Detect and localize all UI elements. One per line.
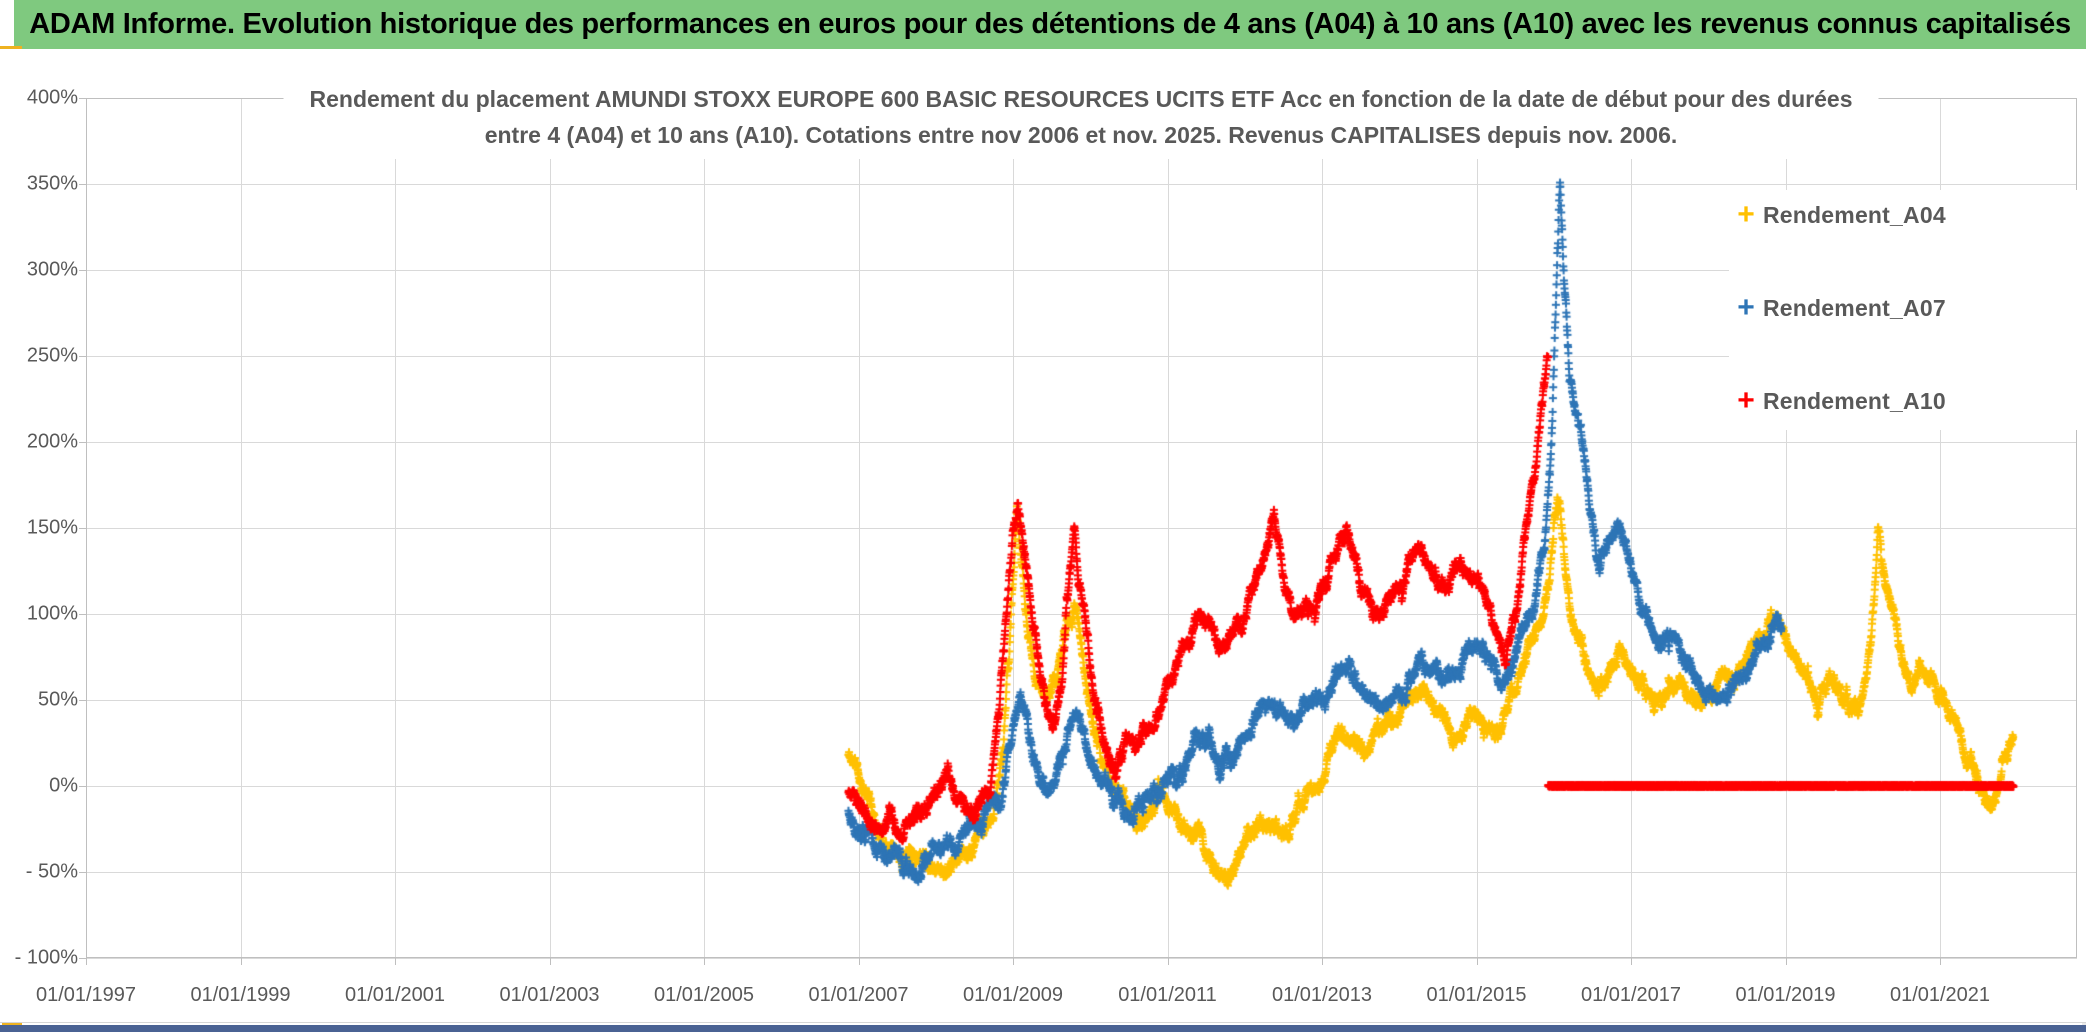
chart-title: Rendement du placement AMUNDI STOXX EURO… <box>283 79 1879 159</box>
x-tick-label: 01/01/2007 <box>808 984 909 1006</box>
x-tick-label: 01/01/2019 <box>1735 984 1836 1006</box>
y-tick-mark <box>79 528 86 529</box>
x-tick-mark <box>1477 958 1478 965</box>
y-tick-mark <box>79 98 86 99</box>
x-tick-label: 01/01/2003 <box>499 984 600 1006</box>
x-tick-mark <box>395 958 396 965</box>
y-tick-label: - 100% <box>14 946 78 969</box>
y-tick-label: 100% <box>26 602 78 625</box>
bottom-hairline <box>0 1022 2086 1023</box>
y-tick-label: 250% <box>26 344 78 367</box>
y-tick-label: - 50% <box>25 860 78 883</box>
x-tick-label: 01/01/2001 <box>344 984 446 1006</box>
h-gridline <box>86 958 2077 959</box>
chart-area: Rendement du placement AMUNDI STOXX EURO… <box>0 49 2086 1022</box>
x-tick-mark <box>241 958 242 965</box>
x-tick-label: 01/01/1997 <box>35 984 137 1006</box>
x-tick-mark <box>1322 958 1323 965</box>
x-tick-label: 01/01/2021 <box>1889 984 1991 1006</box>
legend-label: Rendement_A04 <box>1763 201 1946 228</box>
header-bar: ADAM Informe. Evolution historique des p… <box>14 0 2086 49</box>
x-tick-mark <box>1786 958 1787 965</box>
x-tick-label: 01/01/2009 <box>962 984 1064 1006</box>
legend-label: Rendement_A07 <box>1763 294 1946 321</box>
y-tick-mark <box>79 184 86 185</box>
y-tick-label: 200% <box>26 430 78 453</box>
x-tick-mark <box>859 958 860 965</box>
x-tick-label: 01/01/2017 <box>1580 984 1682 1006</box>
legend-label: Rendement_A10 <box>1763 387 1946 414</box>
x-tick-label: 01/01/2015 <box>1426 984 1527 1006</box>
x-tick-mark <box>1013 958 1014 965</box>
x-tick-label: 01/01/2005 <box>653 984 755 1006</box>
y-tick-label: 400% <box>26 86 78 109</box>
plus-marker-icon: + <box>1737 291 1755 324</box>
y-tick-mark <box>79 614 86 615</box>
y-tick-mark <box>79 356 86 357</box>
y-tick-mark <box>79 872 86 873</box>
legend-item-a10: + Rendement_A10 <box>1729 386 2079 416</box>
x-tick-mark <box>550 958 551 965</box>
y-tick-label: 350% <box>26 172 78 195</box>
y-tick-mark <box>79 700 86 701</box>
chart-title-line1: Rendement du placement AMUNDI STOXX EURO… <box>309 86 1853 112</box>
x-tick-mark <box>704 958 705 965</box>
y-tick-label: 50% <box>37 688 78 711</box>
x-tick-mark <box>1940 958 1941 965</box>
x-tick-mark <box>86 958 87 965</box>
x-tick-mark <box>1168 958 1169 965</box>
legend-item-a04: + Rendement_A04 <box>1729 200 2079 230</box>
chart-title-line2: entre 4 (A04) et 10 ans (A10). Cotations… <box>484 122 1678 148</box>
y-tick-label: 0% <box>49 774 78 797</box>
y-tick-mark <box>79 958 86 959</box>
bottom-bar <box>0 1025 2086 1032</box>
y-tick-mark <box>79 270 86 271</box>
plus-marker-icon: + <box>1737 384 1755 417</box>
x-tick-mark <box>1631 958 1632 965</box>
x-tick-label: 01/01/2011 <box>1118 984 1217 1006</box>
legend-item-a07: + Rendement_A07 <box>1729 293 2079 323</box>
legend: + Rendement_A04 + Rendement_A07 + Rendement_A… <box>1729 190 2079 430</box>
plus-marker-icon: + <box>1737 198 1755 231</box>
x-tick-label: 01/01/1999 <box>190 984 291 1006</box>
y-tick-label: 150% <box>26 516 78 539</box>
page-title: ADAM Informe. Evolution historique des p… <box>29 8 2071 40</box>
y-tick-label: 300% <box>26 258 78 281</box>
y-tick-mark <box>79 786 86 787</box>
x-tick-label: 01/01/2013 <box>1271 984 1373 1006</box>
y-tick-mark <box>79 442 86 443</box>
